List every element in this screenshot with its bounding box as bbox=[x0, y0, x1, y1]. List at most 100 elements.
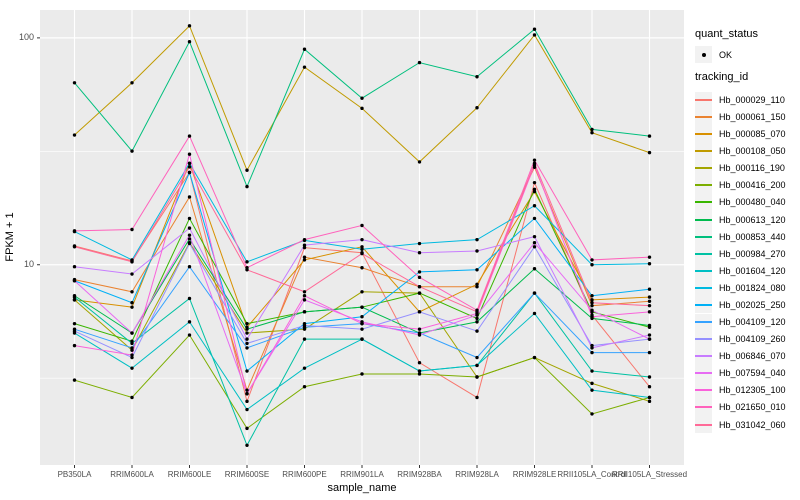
data-point bbox=[647, 295, 652, 299]
data-point bbox=[302, 243, 307, 247]
data-point bbox=[417, 285, 422, 289]
data-point bbox=[590, 294, 594, 298]
legend-item-Hb_004109_260: Hb_004109_260 bbox=[695, 330, 786, 348]
legend-key-box bbox=[695, 313, 712, 331]
data-point bbox=[647, 385, 652, 389]
data-point bbox=[647, 350, 652, 355]
point-icon bbox=[701, 52, 706, 57]
legend-item-label: Hb_001604_120 bbox=[719, 265, 786, 276]
data-point bbox=[245, 341, 249, 346]
data-point bbox=[590, 298, 594, 302]
data-point bbox=[532, 245, 537, 249]
x-tick-label: RRIM600PE bbox=[282, 470, 327, 479]
data-point bbox=[360, 266, 364, 270]
legend-line-swatch bbox=[695, 99, 712, 101]
data-point bbox=[475, 285, 479, 289]
data-point bbox=[302, 290, 307, 294]
legend-key-box bbox=[695, 108, 712, 126]
data-point bbox=[417, 241, 422, 246]
legend-line-swatch bbox=[695, 133, 712, 136]
data-point bbox=[647, 310, 652, 314]
data-point bbox=[130, 260, 134, 264]
data-point bbox=[130, 366, 134, 370]
data-point bbox=[302, 294, 307, 298]
legend-line-swatch bbox=[695, 235, 712, 238]
data-point bbox=[475, 355, 479, 360]
data-point bbox=[475, 375, 479, 379]
data-point bbox=[647, 337, 652, 341]
x-axis-title: sample_name bbox=[327, 482, 397, 494]
data-point bbox=[245, 399, 249, 404]
data-point bbox=[130, 305, 134, 309]
data-point bbox=[302, 366, 307, 370]
legend-item-Hb_000480_040: Hb_000480_040 bbox=[695, 193, 786, 211]
data-point bbox=[590, 381, 594, 386]
legend-key-box bbox=[695, 142, 712, 160]
data-point bbox=[72, 81, 77, 85]
data-point bbox=[72, 298, 77, 302]
data-point bbox=[245, 260, 249, 264]
legend-item-label: Hb_004109_120 bbox=[719, 317, 786, 328]
legend-item-Hb_002025_250: Hb_002025_250 bbox=[695, 296, 786, 314]
data-point bbox=[532, 216, 537, 221]
data-point bbox=[130, 355, 134, 360]
legend-key-box bbox=[695, 262, 712, 280]
legend-item-label: Hb_007594_040 bbox=[719, 368, 786, 379]
data-point bbox=[302, 385, 307, 389]
legend-line-swatch bbox=[695, 201, 712, 204]
legend-key-box bbox=[695, 381, 712, 399]
data-point bbox=[532, 180, 537, 185]
legend-item-label: Hb_002025_250 bbox=[719, 299, 786, 310]
data-point bbox=[475, 268, 479, 272]
legend-item-Hb_000085_070: Hb_000085_070 bbox=[695, 125, 786, 143]
data-point bbox=[590, 303, 594, 308]
legend-line-swatch bbox=[695, 338, 712, 341]
data-point bbox=[647, 303, 652, 308]
data-point bbox=[647, 375, 652, 379]
legend-item-label: Hb_000416_200 bbox=[719, 180, 786, 191]
legend-item-Hb_000029_110: Hb_000029_110 bbox=[695, 91, 785, 109]
data-point bbox=[302, 337, 307, 341]
x-tick-label: RRIM600LE bbox=[167, 470, 212, 479]
data-point bbox=[647, 255, 652, 259]
tracking-id-legend-title: tracking_id bbox=[695, 71, 749, 83]
x-tick-label: RRIM928LE bbox=[512, 470, 557, 479]
legend-item-label: Hb_000061_150 bbox=[719, 112, 786, 123]
data-point bbox=[245, 369, 249, 373]
data-point bbox=[302, 310, 307, 314]
legend-item-label: Hb_012305_100 bbox=[719, 385, 786, 396]
data-point bbox=[72, 265, 77, 269]
legend-item-Hb_000061_150: Hb_000061_150 bbox=[695, 108, 786, 126]
data-point bbox=[360, 290, 364, 294]
data-point bbox=[360, 245, 364, 249]
data-point bbox=[360, 106, 364, 111]
legend-line-swatch bbox=[695, 252, 712, 255]
data-point bbox=[130, 341, 134, 346]
x-tick-label: RRII105LA_Stressed bbox=[611, 470, 688, 479]
data-point bbox=[245, 443, 249, 447]
data-point bbox=[647, 299, 652, 303]
data-point bbox=[475, 106, 479, 110]
data-point bbox=[475, 316, 479, 321]
data-point bbox=[532, 204, 537, 208]
data-point bbox=[360, 337, 364, 341]
data-point bbox=[72, 329, 77, 333]
legend-panel: quant_status OK tracking_id Hb_000029_11… bbox=[690, 0, 800, 500]
data-point bbox=[532, 27, 537, 31]
plot-panel bbox=[37, 10, 684, 468]
legend-key-box bbox=[695, 125, 712, 143]
data-point bbox=[130, 149, 134, 153]
data-point bbox=[245, 388, 249, 392]
legend-item-Hb_000984_270: Hb_000984_270 bbox=[695, 245, 786, 263]
data-point bbox=[590, 301, 594, 305]
data-point bbox=[417, 160, 422, 164]
data-point bbox=[130, 353, 134, 357]
y-axis-title: FPKM + 1 bbox=[4, 212, 16, 262]
data-point bbox=[647, 287, 652, 291]
legend-item-Hb_012305_100: Hb_012305_100 bbox=[695, 381, 786, 399]
data-point bbox=[417, 369, 422, 373]
data-point bbox=[187, 39, 192, 44]
data-point bbox=[187, 320, 192, 324]
data-point bbox=[532, 311, 537, 316]
data-point bbox=[187, 134, 192, 138]
